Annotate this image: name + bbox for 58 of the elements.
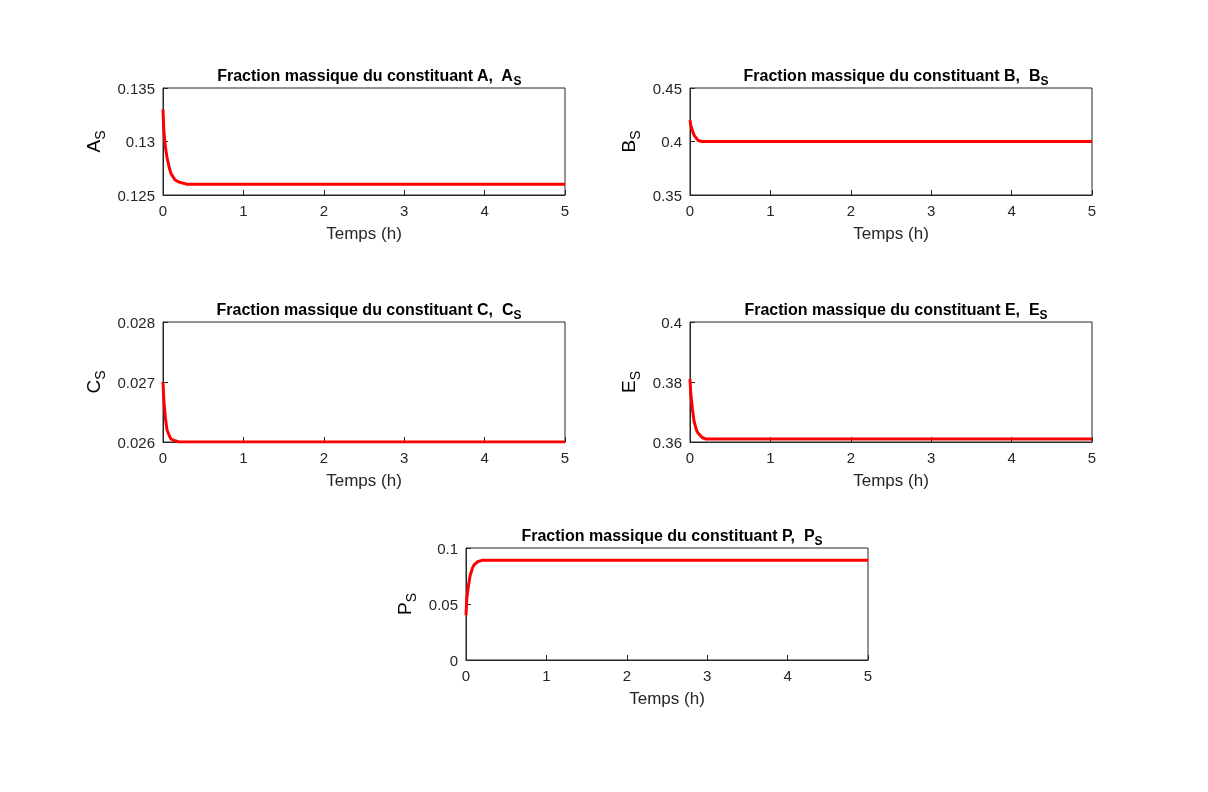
x-tick-label: 4 — [480, 202, 489, 219]
x-tick-label: 4 — [1007, 449, 1016, 466]
line-series — [161, 107, 567, 186]
x-axis-title: Temps (h) — [326, 224, 402, 243]
x-axis-title: Temps (h) — [326, 471, 402, 490]
x-tick-label: 3 — [927, 449, 936, 466]
y-tick-label: 0.026 — [117, 433, 155, 451]
x-tick-label: 5 — [863, 667, 873, 684]
x-tick-label: 2 — [622, 667, 631, 684]
x-tick-label: 5 — [1087, 202, 1097, 219]
y-axis-title: ES — [617, 370, 643, 394]
x-tick-label: 1 — [239, 202, 248, 219]
y-tick-label: 0.36 — [652, 433, 682, 451]
y-tick-label: 0.1 — [437, 539, 458, 557]
y-tick-label: 0.05 — [428, 595, 458, 613]
x-tick-label: 3 — [703, 667, 712, 684]
x-tick-label: 1 — [766, 202, 775, 219]
y-axis-title: CS — [82, 370, 108, 394]
y-tick-label: 0 — [449, 651, 458, 669]
y-tick-label: 0.4 — [661, 313, 682, 331]
y-tick-label: 0.38 — [652, 373, 682, 391]
x-tick-label: 0 — [158, 202, 168, 219]
y-tick-label: 0.028 — [117, 313, 155, 331]
x-tick-label: 3 — [400, 202, 409, 219]
x-tick-label: 2 — [846, 202, 855, 219]
x-tick-label: 3 — [400, 449, 409, 466]
x-tick-label: 5 — [560, 449, 570, 466]
y-tick-label: 0.125 — [117, 186, 155, 204]
x-tick-label: 0 — [158, 449, 168, 466]
y-tick-label: 0.35 — [652, 186, 682, 204]
line-series — [464, 558, 870, 617]
x-axis-title: Temps (h) — [853, 471, 929, 490]
x-tick-label: 2 — [319, 202, 328, 219]
x-tick-label: 5 — [1087, 449, 1097, 466]
y-axis-title: BS — [617, 130, 643, 153]
x-tick-label: 4 — [783, 667, 792, 684]
x-tick-label: 3 — [927, 202, 936, 219]
y-tick-label: 0.4 — [661, 133, 682, 150]
x-tick-label: 1 — [766, 449, 775, 466]
y-axis-title: PS — [393, 592, 419, 616]
y-tick-label: 0.45 — [652, 79, 682, 97]
y-tick-label: 0.13 — [125, 133, 155, 150]
x-tick-label: 5 — [560, 202, 570, 219]
x-tick-label: 1 — [542, 667, 551, 684]
line-series — [688, 118, 1094, 143]
y-axis-title: AS — [82, 130, 108, 153]
x-axis-title: Temps (h) — [629, 689, 705, 708]
x-tick-label: 0 — [685, 449, 695, 466]
x-tick-label: 4 — [480, 449, 489, 466]
x-tick-label: 0 — [461, 667, 471, 684]
y-tick-label: 0.027 — [117, 373, 155, 391]
x-tick-label: 4 — [1007, 202, 1016, 219]
y-tick-label: 0.135 — [117, 79, 155, 97]
x-tick-label: 2 — [846, 449, 855, 466]
x-axis-title: Temps (h) — [853, 224, 929, 243]
x-tick-label: 1 — [239, 449, 248, 466]
x-tick-label: 0 — [685, 202, 695, 219]
x-tick-label: 2 — [319, 449, 328, 466]
